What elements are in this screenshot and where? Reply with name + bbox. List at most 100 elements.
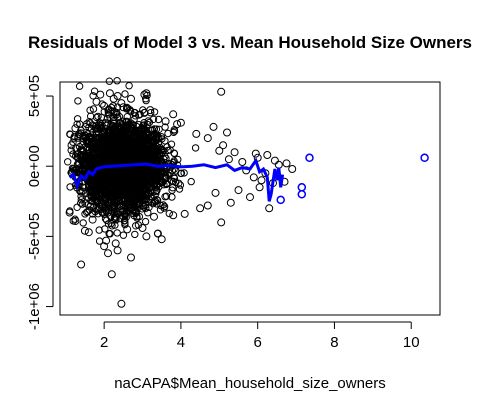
scatter-point	[153, 229, 162, 238]
scatter-point-cloud	[104, 152, 112, 161]
smooth-point	[276, 195, 285, 205]
scatter-point	[77, 260, 86, 269]
scatter-point-cloud	[150, 108, 159, 116]
scatter-point-cloud	[114, 168, 122, 176]
scatter-point	[203, 134, 212, 143]
scatter-point	[169, 211, 178, 220]
scatter-point	[150, 212, 158, 221]
scatter-point	[173, 120, 182, 129]
smooth-point	[297, 190, 307, 199]
scatter-point	[246, 193, 254, 202]
scatter-point-cloud	[154, 153, 163, 161]
scatter-point-cloud	[131, 108, 139, 117]
scatter-point	[230, 148, 239, 157]
scatter-point-cloud	[126, 147, 134, 155]
scatter-point	[146, 106, 155, 115]
scatter-point-cloud	[140, 125, 149, 133]
scatter-point	[251, 149, 260, 158]
scatter-point-cloud	[144, 181, 153, 189]
scatter-point	[263, 151, 272, 159]
scatter-point-cloud	[67, 146, 75, 154]
scatter-point-cloud	[153, 196, 161, 204]
scatter-point-cloud	[95, 169, 103, 177]
scatter-point-cloud	[77, 166, 85, 175]
y-tick-label: -5e+05	[26, 213, 43, 260]
scatter-point-cloud	[145, 168, 153, 176]
scatter-point-cloud	[113, 168, 122, 177]
scatter-point-cloud	[103, 136, 112, 145]
scatter-point	[180, 209, 189, 218]
smooth-point	[305, 153, 314, 163]
scatter-point-cloud	[152, 177, 161, 185]
scatter-point-cloud	[99, 183, 107, 191]
scatter-point-cloud	[175, 179, 183, 188]
x-tick-label: 2	[100, 334, 108, 351]
scatter-point-cloud	[100, 210, 108, 218]
scatter-point	[138, 224, 147, 232]
scatter-point-cloud	[108, 222, 116, 230]
scatter-point-cloud	[165, 209, 174, 218]
scatter-point	[65, 208, 74, 217]
scatter-point-cloud	[160, 204, 168, 212]
scatter-point-cloud	[146, 153, 155, 161]
scatter-point	[196, 204, 205, 213]
scatter-point-cloud	[109, 156, 117, 165]
chart-title: Residuals of Model 3 vs. Mean Household …	[28, 33, 472, 52]
scatter-point-cloud	[175, 185, 184, 193]
scatter-point-cloud	[96, 199, 104, 207]
scatter-point-cloud	[119, 231, 128, 239]
scatter-point	[217, 87, 226, 96]
scatter-point-cloud	[117, 182, 125, 190]
scatter-point-cloud	[132, 196, 141, 205]
scatter-point-cloud	[87, 160, 95, 168]
scatter-point	[169, 110, 178, 119]
scatter-point-cloud	[70, 134, 78, 142]
scatter-point-cloud	[129, 136, 137, 145]
scatter-point-cloud	[126, 200, 135, 208]
scatter-point-cloud	[106, 230, 114, 238]
scatter-point-cloud	[149, 136, 157, 144]
scatter-point-cloud	[116, 176, 125, 185]
scatter-point-cloud	[130, 147, 138, 156]
scatter-point-cloud	[84, 184, 93, 192]
scatter-point-cloud	[111, 134, 120, 143]
scatter-point	[249, 173, 258, 182]
scatter-point-cloud	[97, 200, 106, 209]
scatter-point-cloud	[162, 154, 170, 163]
scatter-point	[223, 128, 231, 137]
scatter-point-cloud	[77, 145, 86, 153]
scatter-point-cloud	[66, 130, 74, 138]
scatter-point-cloud	[79, 159, 87, 167]
scatter-point-cloud	[153, 136, 161, 144]
scatter-point-cloud	[64, 158, 72, 166]
scatter-point	[75, 129, 84, 138]
scatter-point-cloud	[134, 155, 143, 163]
scatter-point	[111, 239, 120, 248]
scatter-point-cloud	[112, 170, 121, 178]
scatter-point-cloud	[113, 229, 121, 237]
scatter-point	[238, 158, 247, 166]
smooth-line-group	[68, 153, 429, 205]
smooth-point	[420, 153, 429, 163]
scatter-point-cloud	[141, 172, 150, 180]
scatter-point-cloud	[168, 193, 176, 201]
scatter-point	[203, 201, 212, 210]
scatter-point	[88, 215, 97, 224]
scatter-point	[142, 232, 151, 241]
scatter-point	[255, 183, 264, 192]
scatter-point-cloud	[85, 154, 94, 163]
scatter-point	[253, 153, 262, 162]
scatter-point-cloud	[79, 183, 87, 191]
scatter-point-cloud	[103, 151, 112, 159]
scatter-point	[265, 204, 274, 213]
scatter-point-cloud	[125, 82, 133, 90]
scatter-point-cloud	[159, 169, 168, 177]
scatter-point-cloud	[163, 171, 172, 179]
scatter-point-cloud	[87, 192, 95, 201]
scatter-point-cloud	[143, 152, 151, 160]
scatter-point-cloud	[133, 214, 141, 222]
y-axis: -1e+06 -5e+05 0e+00 5e+05	[26, 75, 54, 330]
y-tick-label: 5e+05	[26, 75, 43, 117]
scatter-point-cloud	[89, 105, 98, 113]
